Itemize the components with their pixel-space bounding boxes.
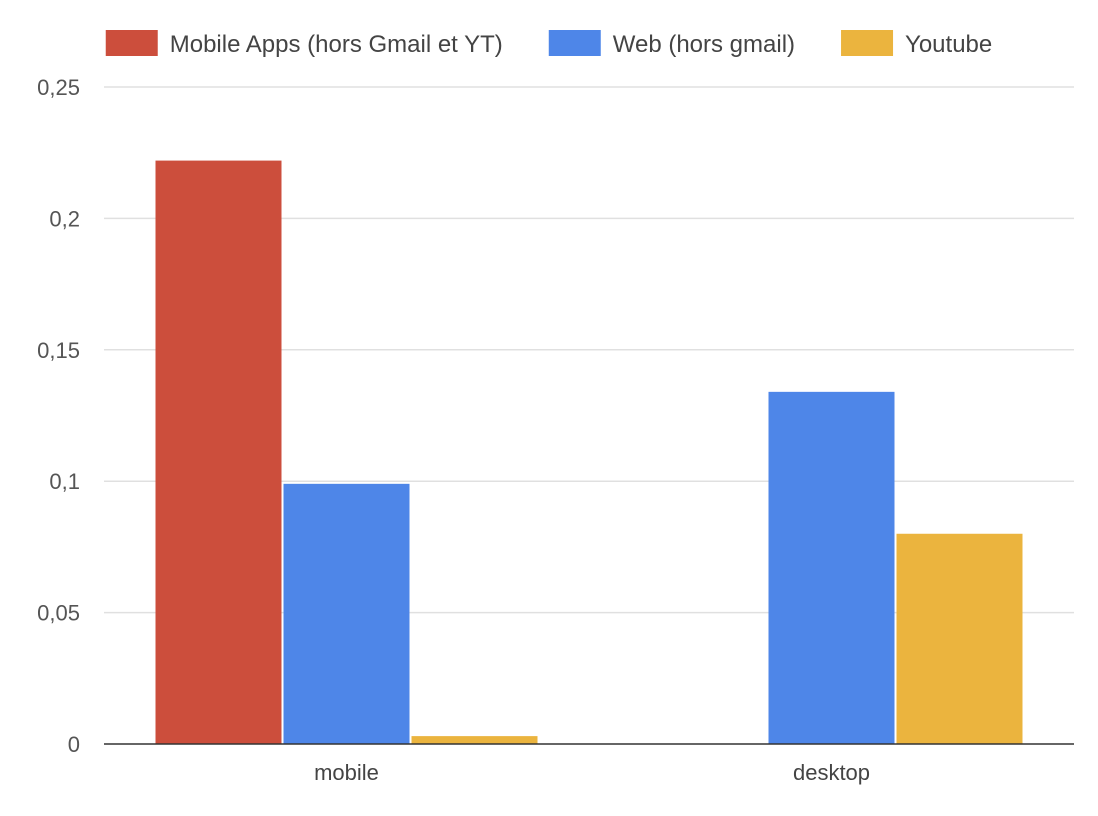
legend-item: Web (hors gmail) — [548, 30, 795, 58]
bar-desktop-series-1 — [768, 391, 895, 744]
y-tick-label: 0 — [68, 732, 80, 757]
y-tick-label: 0,15 — [37, 338, 80, 363]
legend-label: Web (hors gmail) — [613, 31, 795, 58]
x-category-label: mobile — [314, 760, 379, 785]
y-tick-label: 0,25 — [37, 75, 80, 100]
legend-swatch — [841, 30, 894, 56]
x-category-label: desktop — [793, 760, 870, 785]
y-tick-label: 0,2 — [49, 206, 80, 231]
bars — [155, 160, 1023, 745]
legend-label: Youtube — [905, 31, 992, 58]
y-axis-ticks: 0 0,05 0,1 0,15 0,2 0,25 — [37, 75, 80, 757]
y-tick-label: 0,1 — [49, 469, 80, 494]
legend-swatch — [105, 30, 158, 56]
legend-item: Mobile Apps (hors Gmail et YT) — [105, 30, 503, 58]
bar-mobile-series-0 — [155, 160, 282, 745]
bar-mobile-series-1 — [283, 483, 410, 744]
legend-label: Mobile Apps (hors Gmail et YT) — [170, 31, 503, 58]
bar-mobile-series-2 — [411, 736, 538, 744]
bar-desktop-series-2 — [896, 533, 1023, 744]
legend: Mobile Apps (hors Gmail et YT) Web (hors … — [105, 30, 992, 58]
x-axis-labels: mobile desktop — [314, 760, 870, 785]
legend-swatch — [548, 30, 601, 56]
y-tick-label: 0,05 — [37, 601, 80, 626]
legend-item: Youtube — [841, 30, 992, 58]
